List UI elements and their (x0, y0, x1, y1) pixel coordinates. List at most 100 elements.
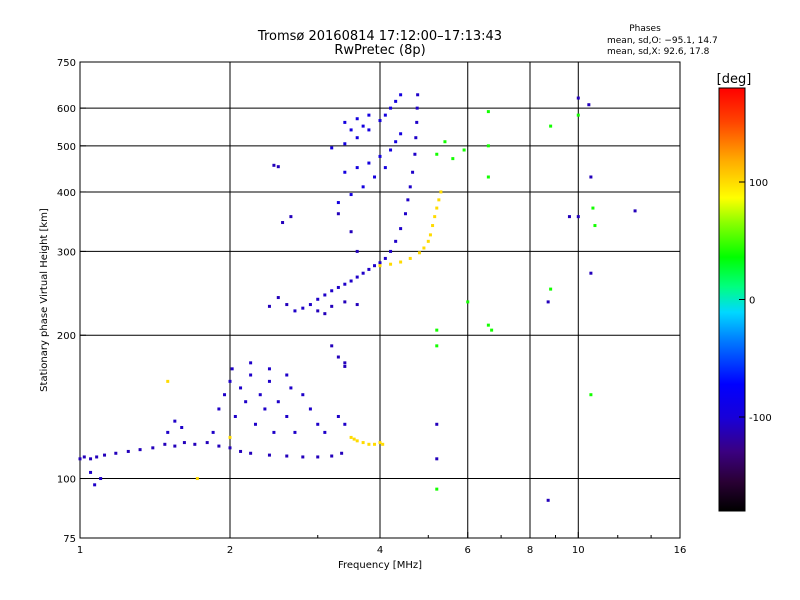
data-point (355, 439, 359, 443)
data-point (330, 304, 334, 308)
data-point (378, 261, 382, 265)
data-point (138, 448, 142, 452)
data-point (336, 212, 340, 216)
x-tick-label: 1 (77, 545, 83, 556)
data-point (437, 198, 441, 202)
data-point (389, 106, 393, 110)
data-point (486, 323, 490, 327)
data-point (406, 198, 410, 202)
data-point (289, 386, 293, 390)
chart-title: Tromsø 20160814 17:12:00–17:13:43 (257, 29, 502, 44)
data-point (367, 128, 371, 132)
data-point (367, 113, 371, 117)
data-point (336, 285, 340, 289)
data-point (486, 110, 490, 114)
data-point (415, 120, 419, 124)
data-point (389, 148, 393, 152)
data-point (383, 166, 387, 170)
data-point (349, 230, 353, 234)
data-point (253, 422, 257, 426)
data-point (435, 328, 439, 332)
data-point (301, 455, 305, 459)
data-point (330, 344, 334, 348)
data-point (316, 297, 320, 301)
data-point (205, 441, 209, 445)
data-point (355, 303, 359, 307)
data-point (239, 386, 243, 390)
data-points (78, 93, 637, 502)
data-point (293, 309, 297, 313)
data-point (355, 275, 359, 279)
data-point (593, 224, 597, 228)
data-point (267, 367, 271, 371)
data-point (394, 99, 398, 103)
data-point (431, 224, 435, 228)
stats-x-mode: mean, sd,X: 92.6, 17.8 (607, 47, 710, 57)
y-tick-label: 400 (57, 188, 76, 199)
data-point (82, 455, 86, 459)
data-point (126, 449, 130, 453)
colorbar-tick-label: -100 (749, 413, 772, 424)
data-point (343, 361, 347, 365)
stats-o-mode: mean, sd,O: −95.1, 14.7 (607, 36, 718, 46)
data-point (367, 442, 371, 446)
colorbar-tick-label: 0 (749, 296, 755, 307)
x-axis-label: Frequency [MHz] (338, 560, 422, 571)
y-tick-label: 75 (63, 534, 76, 545)
data-point (435, 422, 439, 426)
data-point (408, 256, 412, 260)
data-point (323, 312, 327, 316)
data-point (378, 441, 382, 445)
data-point (589, 271, 593, 275)
data-point (361, 124, 365, 128)
data-point (417, 251, 421, 255)
data-point (182, 441, 186, 445)
data-point (378, 264, 382, 268)
data-point (267, 379, 271, 383)
data-point (276, 296, 280, 300)
x-tick-label: 4 (377, 545, 383, 556)
data-point (349, 193, 353, 197)
data-point (428, 233, 432, 237)
data-point (103, 453, 107, 457)
data-point (272, 163, 276, 167)
data-point (403, 212, 407, 216)
data-point (349, 435, 353, 439)
data-point (308, 407, 312, 411)
data-point (323, 430, 327, 434)
data-point (336, 414, 340, 418)
x-tick-label: 16 (674, 545, 687, 556)
data-point (93, 483, 97, 487)
data-point (285, 454, 289, 458)
data-point (422, 246, 426, 250)
y-axis-label: Stationary phase Virtual Height [km] (39, 208, 50, 392)
data-point (462, 148, 466, 152)
data-point (349, 128, 353, 132)
data-point (173, 419, 177, 423)
data-point (281, 221, 285, 225)
data-point (285, 373, 289, 377)
data-point (173, 444, 177, 448)
data-point (435, 457, 439, 461)
data-point (435, 487, 439, 491)
data-point (413, 152, 417, 156)
colorbar-ticks: 100 0 -100 (739, 178, 772, 424)
data-point (343, 142, 347, 146)
data-point (373, 175, 377, 179)
data-point (95, 455, 99, 459)
data-point (435, 344, 439, 348)
data-point (293, 430, 297, 434)
x-tick-label: 10 (572, 545, 585, 556)
data-point (99, 477, 103, 481)
data-point (195, 477, 199, 481)
data-point (285, 414, 289, 418)
data-point (301, 393, 305, 397)
colorbar-label: [deg] (717, 72, 752, 87)
colorbar-tick-label: 100 (749, 178, 768, 189)
data-point (343, 422, 347, 426)
data-point (399, 227, 403, 231)
data-point (89, 470, 93, 474)
data-point (272, 430, 276, 434)
data-point (426, 239, 430, 243)
